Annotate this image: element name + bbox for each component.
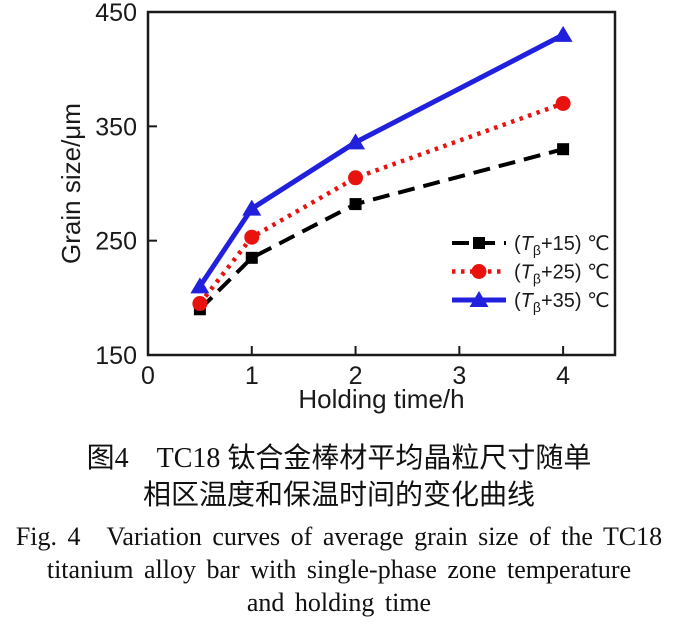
- series-0-marker-3: [557, 143, 570, 156]
- caption-english: Fig. 4 Variation curves of average grain…: [0, 520, 678, 619]
- series-line-0: [198, 147, 564, 311]
- series-2-marker-2: [346, 133, 366, 150]
- caption-chinese: 图4 TC18 钛合金棒材平均晶粒尺寸随单 相区温度和保温时间的变化曲线: [0, 440, 678, 514]
- caption-en-line1: Fig. 4 Variation curves of average grain…: [15, 522, 663, 551]
- legend-marker-0: [473, 237, 485, 249]
- y-tick-label-250: 250: [95, 228, 137, 256]
- series-1-marker-0: [192, 296, 208, 312]
- x-axis-title: Holding time/h: [298, 384, 464, 414]
- caption-zh-line2: 相区温度和保温时间的变化曲线: [142, 480, 535, 511]
- series-line-1: [198, 101, 564, 305]
- x-tick-label-3: 3: [452, 362, 466, 390]
- series-0-marker-2: [349, 198, 362, 211]
- caption-zh-line1: 图4 TC18 钛合金棒材平均晶粒尺寸随单: [86, 443, 592, 474]
- y-tick-label-350: 350: [95, 113, 137, 141]
- series-2-marker-3: [553, 25, 573, 42]
- series-1-marker-3: [555, 95, 571, 111]
- x-tick-label-2: 2: [349, 362, 363, 390]
- y-axis-title: Grain size/μm: [56, 103, 86, 264]
- series-1-marker-2: [348, 170, 364, 186]
- caption-en-line3: and holding time: [246, 588, 432, 617]
- x-tick-label-1: 1: [245, 362, 259, 390]
- x-tick-label-0: 0: [141, 362, 155, 390]
- y-tick-label-150: 150: [95, 342, 137, 370]
- series-2-marker-1: [242, 199, 262, 216]
- y-tick-label-450: 450: [95, 0, 137, 27]
- series-line-2: [197, 32, 565, 288]
- series-1-marker-1: [244, 229, 260, 245]
- legend-label-0: (Tβ+15) ℃: [514, 233, 610, 258]
- legend-label-2: (Tβ+35) ℃: [514, 290, 610, 315]
- legend-marker-2: [469, 291, 489, 307]
- caption-en-line2: titanium alloy bar with single-phase zon…: [46, 555, 632, 584]
- legend-marker-1: [471, 264, 487, 279]
- x-tick-label-4: 4: [556, 362, 570, 390]
- legend-label-1: (Tβ+25) ℃: [514, 262, 610, 287]
- plot-border: [146, 10, 617, 357]
- series-0-marker-1: [245, 251, 258, 264]
- grain-size-chart: 0 1 2 3 4 150 250 350 450 Holding time/h Grain siz…: [56, 0, 617, 414]
- series-2-marker-0: [190, 277, 210, 294]
